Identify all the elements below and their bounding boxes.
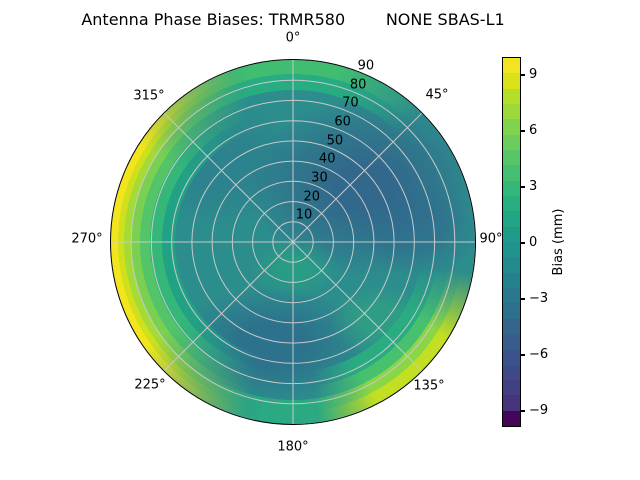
colorbar-tick-label: 6 [529, 122, 538, 138]
chart-title: Antenna Phase Biases: TRMR580 NONE SBAS-… [81, 10, 505, 29]
colorbar-tick-label: 9 [529, 66, 538, 82]
colorbar-tick-mark [521, 74, 525, 76]
angle-label-180: 180° [277, 439, 309, 455]
colorbar-band [503, 318, 520, 334]
colorbar-tick-mark [521, 298, 525, 300]
colorbar-tick-mark [521, 242, 525, 244]
colorbar-band [503, 195, 520, 212]
radial-label-60: 60 [334, 114, 351, 130]
colorbar-band [503, 364, 520, 380]
angle-label-90: 90° [479, 231, 503, 247]
angle-label-270: 270° [71, 231, 103, 247]
radial-label-30: 30 [311, 170, 328, 186]
colorbar-tick-label: −3 [529, 291, 549, 306]
radial-label-70: 70 [342, 95, 359, 111]
colorbar-axis-label: Bias (mm) [551, 208, 566, 276]
polar-heatmap: 10 20 30 40 50 60 70 80 90 [110, 58, 476, 425]
colorbar-band [503, 379, 520, 396]
colorbar-band [503, 272, 520, 288]
radial-label-50: 50 [326, 133, 344, 149]
colorbar-band [503, 73, 520, 89]
radial-label-40: 40 [318, 151, 336, 167]
colorbar-band [503, 88, 520, 104]
colorbar-band [503, 149, 520, 166]
colorbar-band [503, 257, 520, 273]
radial-label-10: 10 [295, 207, 313, 223]
radial-tick-labels: 10 20 30 40 50 60 70 80 90 [111, 58, 475, 424]
colorbar-band [503, 410, 520, 426]
colorbar-band [503, 226, 520, 242]
colorbar-band [503, 165, 520, 181]
colorbar-tick-mark [521, 186, 525, 188]
colorbar-tick-label: −9 [529, 403, 549, 419]
colorbar-band [503, 58, 520, 74]
radial-label-20: 20 [303, 189, 320, 205]
colorbar-band [503, 395, 520, 411]
colorbar-band [503, 211, 520, 227]
colorbar-band [503, 180, 520, 196]
colorbar-band [503, 333, 520, 350]
colorbar-tick-mark [521, 354, 525, 356]
colorbar-band [503, 119, 520, 135]
radial-label-80: 80 [349, 77, 367, 93]
angle-label-0: 0° [285, 30, 301, 46]
colorbar [502, 57, 521, 427]
colorbar-tick-mark [521, 410, 525, 412]
colorbar-tick-label: 0 [529, 235, 538, 250]
colorbar-band [503, 134, 520, 150]
colorbar-band [503, 303, 520, 319]
colorbar-tick-label: 3 [529, 178, 538, 194]
colorbar-band [503, 103, 520, 120]
radial-label-90: 90 [357, 58, 375, 74]
colorbar-tick-mark [521, 130, 525, 132]
colorbar-band [503, 349, 520, 365]
colorbar-band [503, 287, 520, 304]
colorbar-tick-label: −6 [529, 347, 549, 363]
colorbar-band [503, 241, 520, 258]
